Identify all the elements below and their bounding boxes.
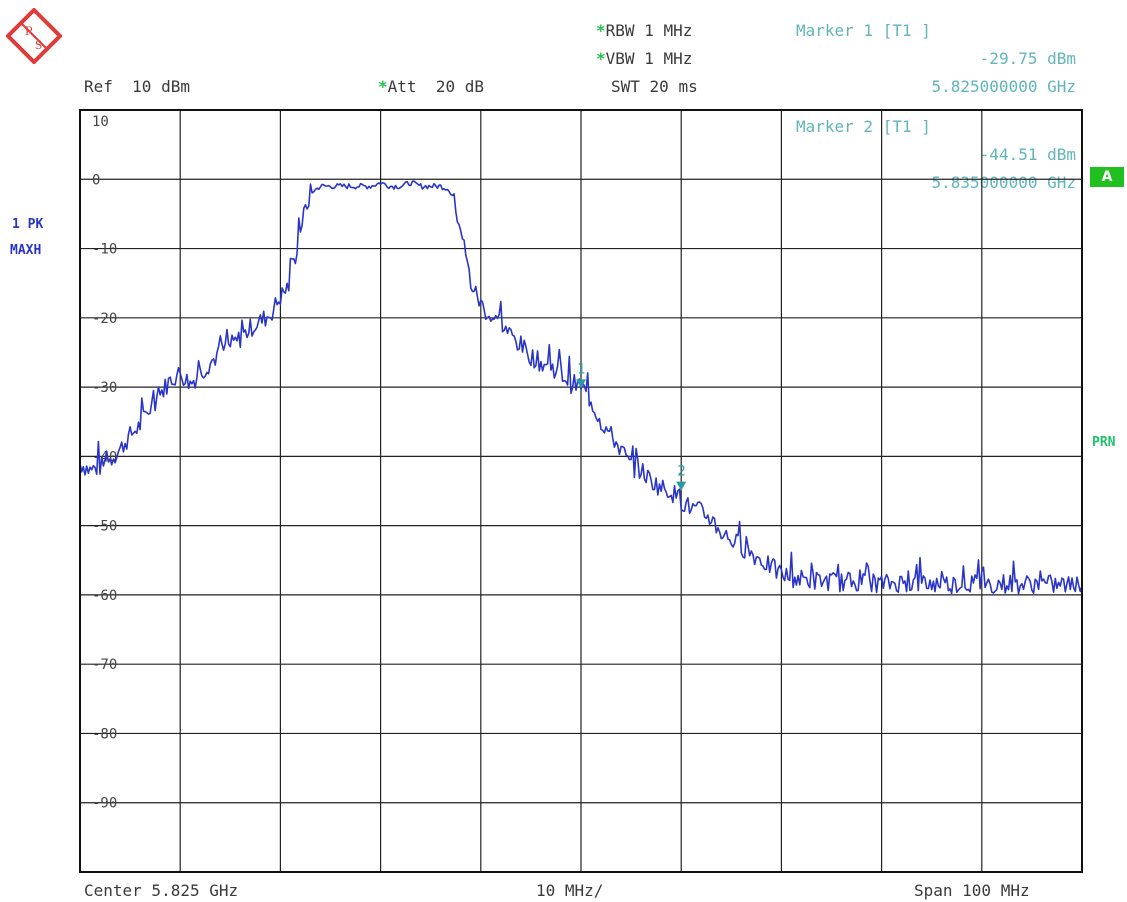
y-tick-label: -50 (92, 519, 117, 535)
logo-letter-s: S (35, 37, 42, 52)
swt-setting: SWT 20 ms (611, 77, 698, 96)
markers: 12 (576, 361, 687, 491)
y-tick-label: -20 (92, 311, 117, 327)
ref-level: Ref 10 dBm (84, 77, 190, 96)
marker-2-symbol (676, 481, 687, 491)
y-tick-label: -60 (92, 588, 117, 604)
marker2-title: Marker 2 [T1 ] (796, 117, 931, 136)
y-tick-label: 0 (92, 172, 100, 188)
marker-2-label: 2 (677, 464, 685, 480)
y-tick-label: -90 (92, 796, 117, 812)
marker1-title: Marker 1 [T1 ] (796, 21, 931, 40)
y-tick-label: -10 (92, 242, 117, 258)
center-frequency: Center 5.825 GHz (84, 881, 239, 900)
plot-frame (79, 109, 1083, 873)
trace-detector-label: 1 PK (12, 217, 44, 232)
trace-a-badge: A (1090, 167, 1124, 187)
y-tick-label: -70 (92, 657, 117, 673)
y-tick-label: 10 (92, 114, 109, 130)
y-tick-label: -80 (92, 726, 117, 742)
trace-mode-label: MAXH (10, 243, 42, 258)
marker-1-label: 1 (577, 361, 585, 377)
rohde-schwarz-logo: R S (5, 7, 63, 68)
marker2-frequency: 5.835000000 GHz (931, 173, 1077, 192)
marker-1-symbol (576, 379, 586, 389)
span-per-division: 10 MHz/ (536, 881, 604, 900)
spectrum-trace (79, 180, 1083, 595)
marker1-frequency: 5.825000000 GHz (931, 77, 1077, 96)
vbw-setting: *VBW 1 MHz (596, 49, 693, 68)
rbw-setting: *RBW 1 MHz (596, 21, 693, 40)
marker2-level: -44.51 dBm (979, 145, 1076, 164)
grid (80, 110, 1082, 872)
preamp-prn-label: PRN (1092, 435, 1116, 450)
span-frequency: Span 100 MHz (914, 881, 1030, 900)
y-tick-label: -30 (92, 380, 117, 396)
logo-letter-r: R (25, 23, 34, 38)
attenuation-setting: *Att 20 dB (378, 77, 484, 96)
marker1-level: -29.75 dBm (979, 49, 1076, 68)
